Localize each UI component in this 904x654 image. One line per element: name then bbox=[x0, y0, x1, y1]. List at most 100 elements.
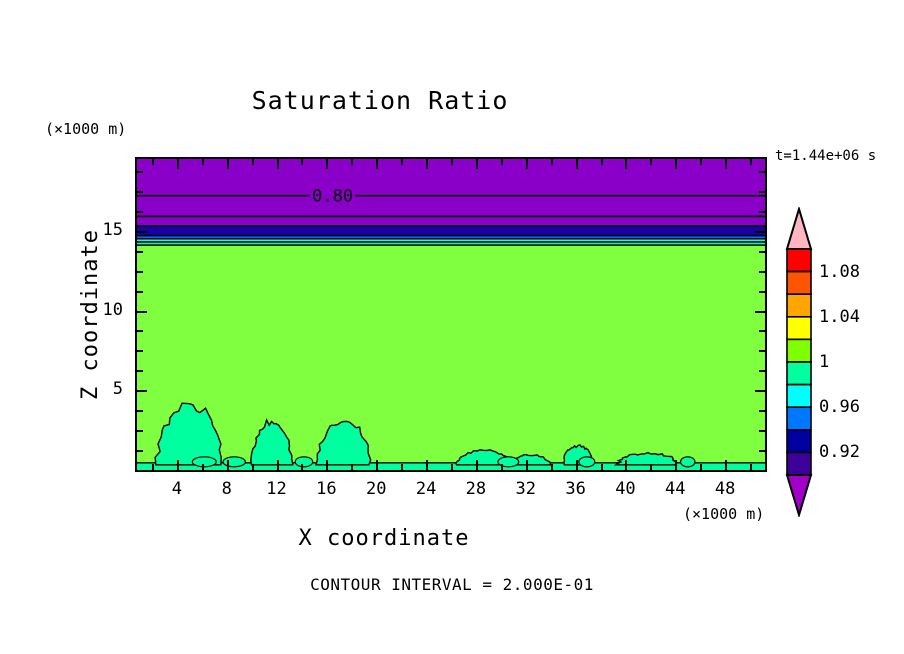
x-minor-tick bbox=[750, 464, 753, 470]
x-minor-tick bbox=[700, 159, 703, 165]
x-minor-tick bbox=[351, 464, 354, 470]
x-major-tick bbox=[426, 460, 429, 470]
layer-contour-0.80-layer bbox=[137, 195, 765, 217]
x-tick-label: 36 bbox=[565, 479, 586, 499]
y-minor-tick bbox=[759, 450, 765, 453]
layer-saturated-bulk-layer bbox=[137, 245, 765, 470]
x-minor-tick bbox=[750, 159, 753, 165]
contour-plot-area[interactable]: 0.80 bbox=[135, 157, 767, 472]
y-minor-tick bbox=[759, 210, 765, 213]
x-minor-tick bbox=[401, 464, 404, 470]
x-major-tick bbox=[575, 460, 578, 470]
plume-pocket-4 bbox=[497, 456, 520, 468]
x-minor-tick bbox=[451, 159, 453, 165]
x-minor-tick bbox=[600, 159, 603, 165]
x-minor-tick bbox=[251, 464, 254, 470]
x-tick-label: 24 bbox=[415, 479, 437, 499]
layer-springgreen-thin-layer bbox=[137, 241, 765, 246]
colorbar-band-6 bbox=[786, 361, 812, 386]
colorbar-band-9 bbox=[786, 429, 812, 454]
layer-navy-transition-layer bbox=[137, 225, 765, 236]
x-axis-title-text: X coordinate bbox=[298, 526, 470, 551]
x-major-tick bbox=[376, 159, 379, 169]
x-minor-tick bbox=[201, 464, 204, 470]
plume-pocket-3 bbox=[294, 456, 314, 468]
x-major-tick bbox=[675, 159, 678, 169]
plume-plume-7 bbox=[613, 451, 678, 466]
y-major-tick bbox=[755, 390, 765, 393]
colorbar-band-4 bbox=[786, 316, 812, 341]
contour-value-label: 0.80 bbox=[312, 187, 353, 207]
colorbar-tick-label: 1.04 bbox=[819, 306, 860, 327]
x-minor-tick bbox=[550, 159, 553, 165]
x-minor-tick bbox=[650, 159, 653, 165]
x-major-tick bbox=[475, 460, 478, 470]
y-minor-tick bbox=[137, 430, 143, 433]
colorbar-over-range-cap bbox=[785, 207, 813, 250]
y-minor-tick bbox=[137, 250, 143, 253]
x-minor-tick bbox=[650, 464, 653, 470]
colorbar-swatches bbox=[785, 207, 813, 517]
y-minor-tick bbox=[759, 350, 765, 353]
y-tick-label: 10 bbox=[102, 299, 123, 320]
x-tick-label: 40 bbox=[615, 479, 636, 499]
y-minor-tick bbox=[759, 410, 765, 413]
x-major-tick bbox=[176, 159, 179, 169]
colorbar-tick-label: 0.92 bbox=[819, 442, 860, 463]
plume-plume-2 bbox=[250, 418, 294, 466]
x-major-tick bbox=[625, 159, 628, 169]
colorbar-band-7 bbox=[786, 383, 812, 409]
x-tick-label: 20 bbox=[365, 479, 387, 499]
x-minor-tick bbox=[151, 464, 154, 470]
x-tick-label: 32 bbox=[515, 479, 536, 499]
colorbar-tick-label: 1.08 bbox=[819, 261, 860, 282]
colorbar-band-3 bbox=[786, 293, 812, 318]
x-minor-tick bbox=[301, 464, 304, 470]
x-tick-label: 4 bbox=[171, 479, 182, 499]
y-minor-tick bbox=[137, 290, 143, 293]
colorbar-tick-label: 1 bbox=[819, 352, 830, 372]
y-minor-tick bbox=[137, 370, 143, 373]
x-tick-label: 44 bbox=[665, 479, 686, 499]
x-major-tick bbox=[625, 460, 628, 470]
y-minor-tick bbox=[759, 250, 765, 253]
y-minor-tick bbox=[759, 190, 765, 193]
x-tick-label: 16 bbox=[316, 479, 337, 499]
x-major-tick bbox=[675, 460, 678, 470]
plume-pocket-6 bbox=[679, 456, 696, 468]
x-tick-label: 12 bbox=[266, 479, 287, 499]
x-minor-tick bbox=[351, 159, 354, 165]
y-major-tick bbox=[755, 310, 765, 313]
time-annotation: t=1.44e+06 s bbox=[775, 148, 877, 164]
colorbar-band-5 bbox=[786, 338, 812, 363]
x-major-tick bbox=[326, 159, 329, 169]
x-major-tick bbox=[226, 159, 229, 169]
x-axis-units-label: (×1000 m) bbox=[683, 505, 765, 523]
layer-upper-unsaturated-layer bbox=[137, 159, 765, 196]
x-minor-tick bbox=[201, 159, 204, 165]
colorbar-band-8 bbox=[786, 406, 812, 431]
layer-cyan-transition-layer bbox=[137, 238, 765, 242]
x-tick-label: 48 bbox=[714, 479, 736, 499]
y-minor-tick bbox=[137, 170, 143, 173]
layer-blue-transition-layer bbox=[137, 235, 765, 239]
x-minor-tick bbox=[550, 464, 553, 470]
y-minor-tick bbox=[759, 270, 765, 273]
x-minor-tick bbox=[451, 464, 453, 470]
colorbar-band-10 bbox=[786, 451, 812, 476]
y-minor-tick bbox=[137, 450, 143, 453]
colorbar-tick-label: 0.96 bbox=[819, 397, 860, 418]
y-minor-tick bbox=[137, 270, 143, 273]
y-minor-tick bbox=[137, 350, 143, 353]
plume-pocket-1 bbox=[191, 456, 217, 468]
x-minor-tick bbox=[151, 159, 154, 165]
x-major-tick bbox=[525, 460, 528, 470]
y-minor-tick bbox=[759, 170, 765, 173]
y-tick-label: 5 bbox=[112, 379, 123, 400]
x-major-tick bbox=[376, 460, 379, 470]
y-minor-tick bbox=[137, 190, 143, 193]
page-title: Saturation Ratio bbox=[251, 86, 509, 115]
x-minor-tick bbox=[500, 464, 503, 470]
contour-field: 0.80 bbox=[137, 159, 765, 470]
x-major-tick bbox=[326, 460, 329, 470]
